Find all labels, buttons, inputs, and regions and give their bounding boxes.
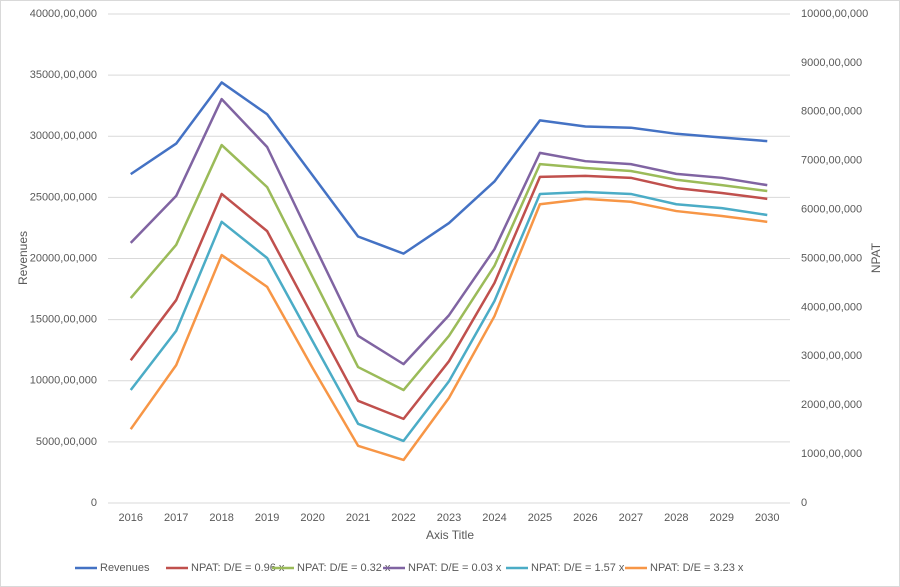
series-line [130, 81, 768, 255]
legend-label: NPAT: D/E = 1.57 x [531, 562, 625, 574]
y-tick-label: 15000,00,000 [30, 314, 97, 326]
y2-tick-label: 10000,00,000 [801, 8, 868, 20]
legend-label: NPAT: D/E = 0.03 x [408, 562, 502, 574]
y-tick-label: 30000,00,000 [30, 130, 97, 142]
series-line [129, 174, 768, 421]
y2-tick-label: 4000,00,000 [801, 301, 862, 313]
y2-axis-title: NPAT [869, 242, 883, 273]
y-tick-label: 35000,00,000 [30, 69, 97, 81]
x-tick-label: 2028 [664, 512, 688, 524]
y2-tick-label: 2000,00,000 [801, 399, 862, 411]
series-line [129, 190, 768, 443]
x-tick-label: 2017 [164, 512, 188, 524]
legend-label: NPAT: D/E = 0.32 x [297, 562, 391, 574]
y-tick-label: 5000,00,000 [36, 436, 97, 448]
legend-label: Revenues [100, 562, 150, 574]
x-axis-title: Axis Title [426, 528, 474, 542]
y-tick-label: 20000,00,000 [30, 252, 97, 264]
x-tick-label: 2026 [573, 512, 597, 524]
y2-tick-label: 0 [801, 497, 807, 509]
x-tick-label: 2025 [528, 512, 552, 524]
x-tick-label: 2029 [710, 512, 734, 524]
x-tick-label: 2021 [346, 512, 370, 524]
x-tick-label: 2024 [482, 512, 506, 524]
x-tick-label: 2018 [209, 512, 233, 524]
x-tick-label: 2030 [755, 512, 779, 524]
y-tick-label: 25000,00,000 [30, 191, 97, 203]
series-line [129, 197, 768, 462]
x-tick-label: 2023 [437, 512, 461, 524]
y-axis-title: Revenues [16, 231, 30, 285]
y2-tick-label: 9000,00,000 [801, 57, 862, 69]
y2-tick-label: 1000,00,000 [801, 448, 862, 460]
x-tick-label: 2027 [619, 512, 643, 524]
x-tick-label: 2022 [391, 512, 415, 524]
x-tick-label: 2019 [255, 512, 279, 524]
y-tick-label: 10000,00,000 [30, 375, 97, 387]
legend-label: NPAT: D/E = 0.96 x [191, 562, 285, 574]
x-tick-label: 2020 [300, 512, 324, 524]
y2-tick-label: 7000,00,000 [801, 155, 862, 167]
y-tick-label: 0 [91, 497, 97, 509]
y2-tick-label: 5000,00,000 [801, 252, 862, 264]
y2-tick-label: 3000,00,000 [801, 350, 862, 362]
legend-label: NPAT: D/E = 3.23 x [650, 562, 744, 574]
series-line [129, 97, 768, 366]
y2-tick-label: 8000,00,000 [801, 106, 862, 118]
series-line [129, 143, 768, 392]
x-tick-label: 2016 [118, 512, 142, 524]
y2-tick-label: 6000,00,000 [801, 204, 862, 216]
y-tick-label: 40000,00,000 [30, 8, 97, 20]
